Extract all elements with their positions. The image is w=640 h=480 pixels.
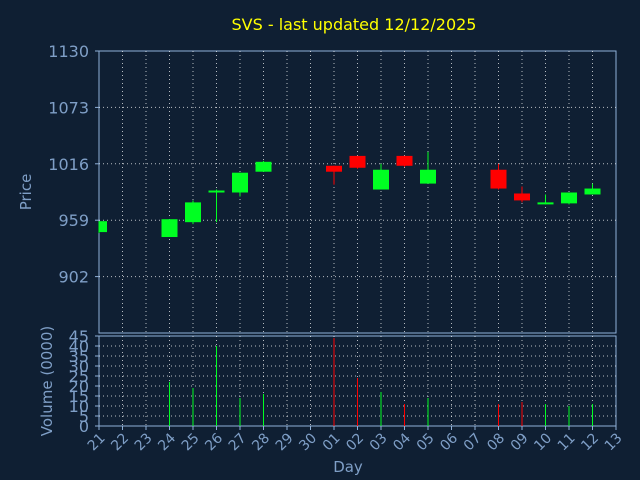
candle-body (349, 155, 366, 168)
candle-body (537, 202, 554, 205)
candle-body (561, 192, 577, 204)
volume-tick-label: 30 (69, 357, 89, 376)
candle-body (232, 172, 248, 193)
price-tick-label: 902 (58, 268, 89, 287)
price-tick-label: 1130 (48, 42, 89, 61)
candle-body (185, 202, 201, 223)
candle-body (373, 169, 389, 190)
volume-tick-label: 10 (69, 397, 89, 416)
x-axis-label: Day (333, 458, 363, 476)
volume-tick-label: 20 (69, 377, 89, 396)
volume-tick-label: 35 (69, 347, 89, 366)
candle-body (326, 165, 342, 172)
price-tick-label: 1073 (48, 98, 89, 117)
price-axis-label: Price (17, 174, 35, 211)
volume-tick-label: 0 (79, 417, 89, 436)
volume-tick-label: 45 (69, 327, 89, 346)
price-tick-label: 959 (58, 211, 89, 230)
candle-body (514, 193, 530, 201)
price-panel: 1130 1073 1016 959 902 (48, 42, 617, 334)
volume-tick-label: 5 (79, 407, 89, 426)
chart-title: SVS - last updated 12/12/2025 (232, 15, 477, 34)
candle-body (161, 219, 178, 238)
volume-tick-label: 40 (69, 337, 89, 356)
candle-body (99, 221, 107, 233)
candle-body (490, 169, 507, 189)
price-tick-label: 1016 (48, 155, 89, 174)
volume-axis-label: Volume (0000) (38, 326, 56, 436)
candle-body (420, 169, 436, 184)
candle-body (255, 161, 272, 172)
volume-tick-label: 15 (69, 387, 89, 406)
volume-tick-label: 25 (69, 367, 89, 386)
candle-body (584, 188, 601, 195)
candle-body (396, 155, 413, 166)
candle-body (208, 190, 225, 193)
